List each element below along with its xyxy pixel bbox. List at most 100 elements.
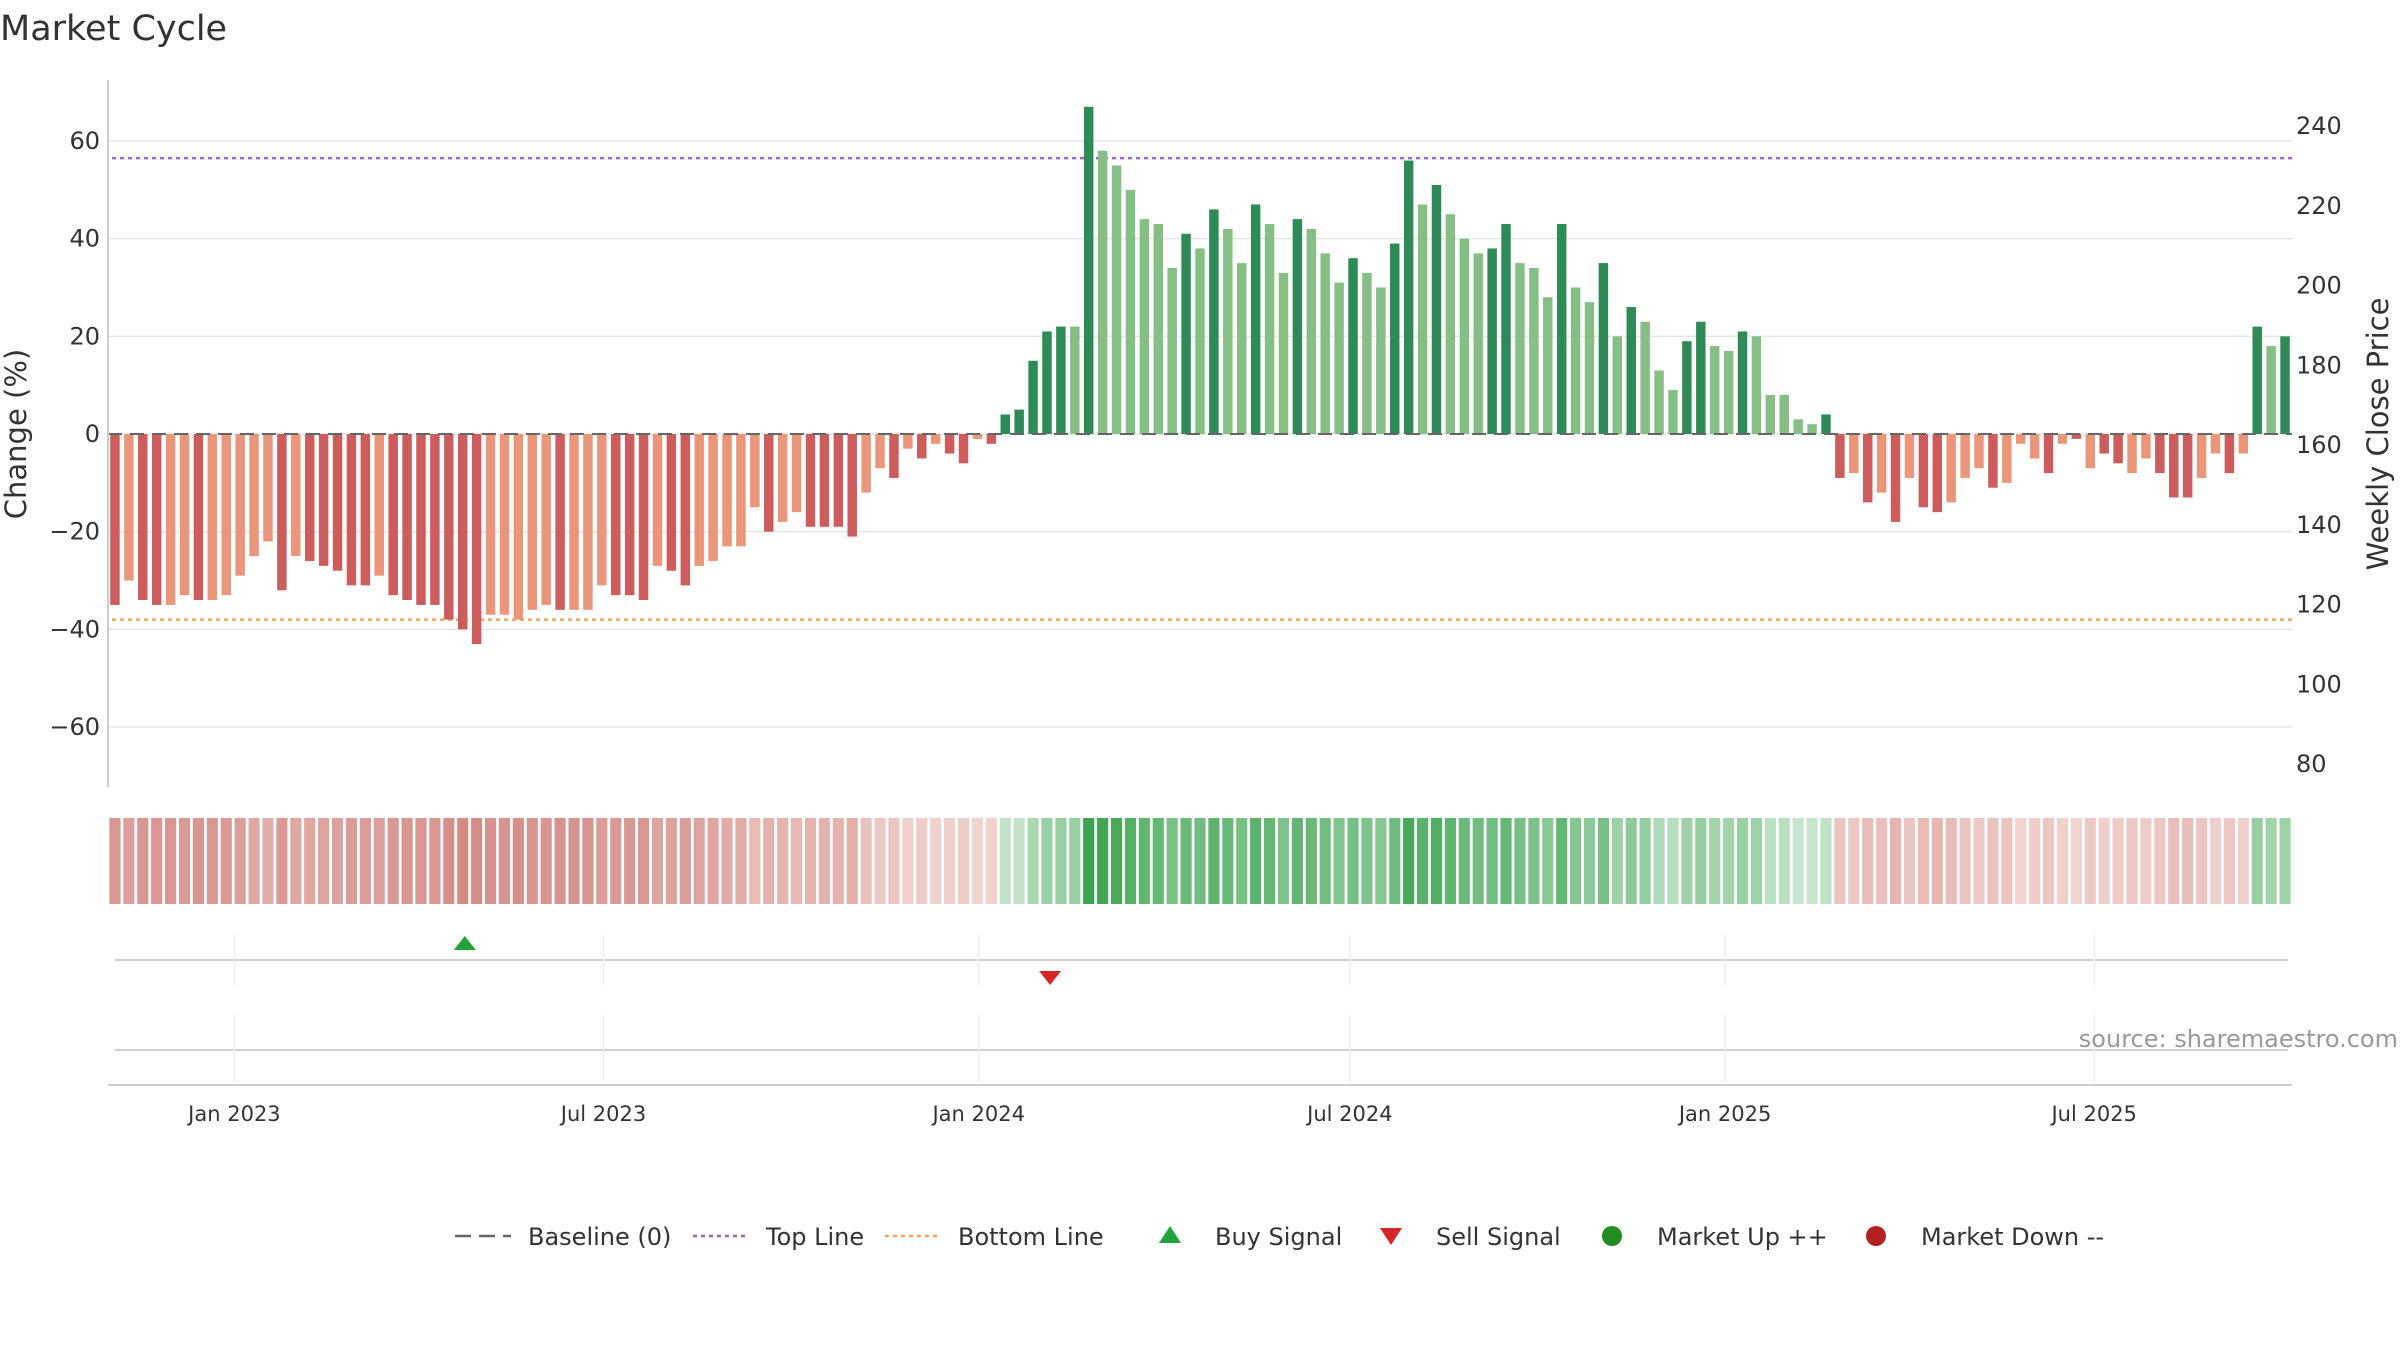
legend-buy-swatch xyxy=(1159,1226,1181,1243)
right-tick-label: 100 xyxy=(2296,670,2342,698)
right-axis-title: Weekly Close Price xyxy=(2361,298,2395,571)
strip-cell xyxy=(206,818,218,904)
left-tick-label: 20 xyxy=(69,322,100,350)
strip-cell xyxy=(1750,818,1762,904)
strip-cell xyxy=(944,818,956,904)
bar xyxy=(736,434,746,547)
strip-cell xyxy=(526,818,538,904)
legend-circle-swatch xyxy=(1866,1226,1886,1246)
bar xyxy=(1083,106,1094,434)
bar xyxy=(944,434,955,454)
bar xyxy=(1890,434,1901,522)
bar xyxy=(304,434,315,561)
bar xyxy=(1849,434,1859,474)
bar xyxy=(2043,434,2054,474)
bar xyxy=(249,434,259,557)
bar xyxy=(346,434,357,586)
strip-cell xyxy=(930,818,942,904)
bar xyxy=(722,434,732,547)
strip-cell xyxy=(2056,818,2069,904)
bar xyxy=(1974,434,1984,469)
strip-cell xyxy=(596,818,608,904)
bar xyxy=(360,434,371,586)
left-tick-label: −60 xyxy=(49,713,100,741)
strip-cell xyxy=(2112,818,2124,904)
strip-cell xyxy=(1347,818,1359,904)
bar xyxy=(332,434,343,571)
bar xyxy=(151,434,162,605)
bar xyxy=(569,434,579,610)
strip-cell xyxy=(1681,818,1693,904)
bar xyxy=(2127,434,2137,474)
strip-cell xyxy=(1625,818,1637,904)
bar xyxy=(179,434,190,596)
strip-cell xyxy=(818,818,830,904)
strip-cell xyxy=(582,818,594,904)
strip-cell xyxy=(1723,818,1735,904)
bar xyxy=(1237,263,1247,434)
strip-cell xyxy=(2168,818,2180,904)
strip-cell xyxy=(1931,818,1943,904)
strip-cell xyxy=(2001,818,2013,904)
bar xyxy=(791,434,802,513)
strip-cell xyxy=(1124,818,1137,904)
strip-cell xyxy=(804,818,817,904)
strip-cell xyxy=(1458,818,1470,904)
strip-cell xyxy=(916,818,928,904)
bar xyxy=(1070,326,1080,434)
strip-cell xyxy=(276,818,288,904)
strip-cell xyxy=(1778,818,1790,904)
bar xyxy=(1543,297,1553,434)
bar xyxy=(221,434,231,596)
bar xyxy=(750,434,760,508)
strip-cell xyxy=(1486,818,1498,904)
bar xyxy=(1904,434,1915,478)
strip-cell xyxy=(429,818,441,904)
legend-label: Market Down -- xyxy=(1921,1223,2104,1251)
strip-cell xyxy=(735,818,747,904)
bar xyxy=(1056,326,1066,434)
strip-cell xyxy=(1097,818,1109,904)
strip-cell xyxy=(1110,818,1123,904)
bar xyxy=(597,434,607,586)
bar xyxy=(1515,263,1525,434)
bar xyxy=(1390,243,1400,434)
strip-cell xyxy=(999,818,1011,904)
strip-cell xyxy=(2223,818,2235,904)
strip-cell xyxy=(540,818,552,904)
bar xyxy=(1014,409,1024,434)
strip-cell xyxy=(1180,818,1192,904)
bar xyxy=(889,434,899,478)
bar xyxy=(1306,228,1317,434)
strip-cell xyxy=(791,818,803,904)
strip-cell xyxy=(1138,818,1150,904)
strip-cell xyxy=(2251,818,2263,904)
bar xyxy=(1932,434,1942,513)
bar xyxy=(1654,370,1664,434)
legend: Baseline (0) Top Line Bottom Line Buy Signa… xyxy=(455,1223,2104,1251)
strip-cell xyxy=(1430,818,1443,904)
bar xyxy=(1988,434,1998,488)
strip-cell xyxy=(2084,818,2096,904)
strip-cell xyxy=(1542,818,1554,904)
strip-cell xyxy=(290,818,302,904)
strip-cell xyxy=(1319,818,1331,904)
strip-cell xyxy=(2279,818,2291,904)
bar xyxy=(1000,414,1010,434)
strip-cell xyxy=(2070,818,2082,904)
legend-sell-swatch xyxy=(1380,1228,1402,1245)
strip-cell xyxy=(2154,818,2166,904)
bar xyxy=(903,434,913,449)
strip-cell xyxy=(512,818,524,904)
right-tick-label: 120 xyxy=(2296,591,2342,619)
bar xyxy=(1028,360,1038,434)
x-tick-label: Jan 2025 xyxy=(1677,1102,1772,1126)
strip-cell xyxy=(846,818,858,904)
strip-cell xyxy=(387,818,399,904)
strip-cell xyxy=(2237,818,2249,904)
strip-cell xyxy=(1820,818,1832,904)
bar xyxy=(430,434,440,605)
bar xyxy=(318,434,329,566)
strip-cell xyxy=(777,818,789,904)
